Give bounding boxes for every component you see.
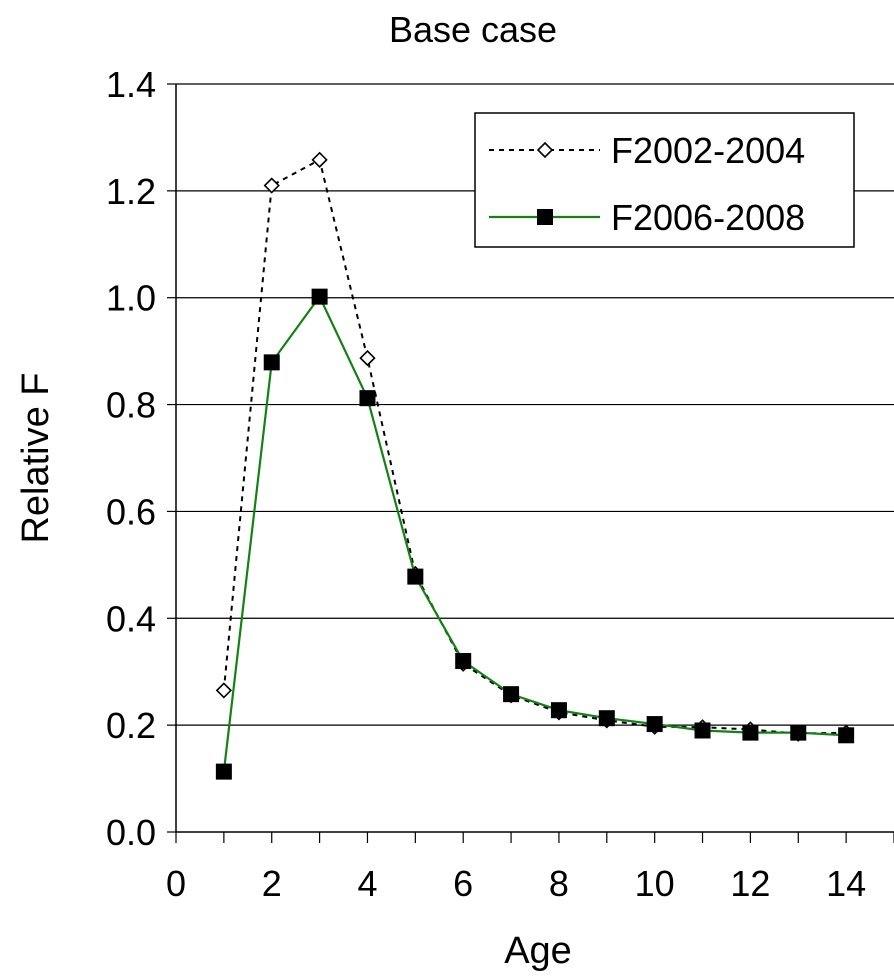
y-tick-label: 1.2 <box>106 171 156 212</box>
series-2 <box>215 288 855 780</box>
y-tick-label: 0.0 <box>106 812 156 853</box>
x-axis-label: Age <box>504 930 572 972</box>
y-tick-label: 0.6 <box>106 491 156 532</box>
y-tick-label: 0.8 <box>106 385 156 426</box>
x-tick-label: 14 <box>826 863 866 904</box>
legend-marker <box>537 209 553 225</box>
legend-label: F2002-2004 <box>611 130 805 171</box>
legend: F2002-2004 F2006-2008 <box>474 112 855 248</box>
legend-marker <box>536 141 554 159</box>
axes <box>167 83 894 843</box>
data-point <box>215 682 232 699</box>
data-point <box>263 354 280 371</box>
data-point <box>359 390 376 407</box>
data-point <box>598 710 615 727</box>
data-point <box>646 716 663 733</box>
y-tick-label: 1.0 <box>106 278 156 319</box>
y-tick-labels: 0.0 0.2 0.4 0.6 0.8 1.0 1.2 1.4 <box>106 64 156 853</box>
x-tick-label: 12 <box>730 863 770 904</box>
x-tick-label: 2 <box>262 863 282 904</box>
data-point <box>503 686 520 703</box>
y-tick-label: 1.4 <box>106 64 156 105</box>
legend-item: F2002-2004 <box>489 130 805 171</box>
series-layer <box>215 151 855 780</box>
data-point <box>407 568 424 585</box>
x-tick-label: 4 <box>357 863 377 904</box>
data-point <box>311 151 328 168</box>
data-point <box>455 653 472 670</box>
data-point <box>550 702 567 719</box>
legend-item: F2006-2008 <box>489 197 805 238</box>
data-point <box>311 288 328 305</box>
data-point <box>742 724 759 741</box>
y-tick-label: 0.4 <box>106 598 156 639</box>
y-tick-label: 0.2 <box>106 705 156 746</box>
x-tick-labels: 0 2 4 6 8 10 12 14 <box>166 863 866 904</box>
data-point <box>215 763 232 780</box>
chart-title: Base case <box>389 9 557 50</box>
series-line <box>222 294 847 772</box>
x-tick-label: 8 <box>549 863 569 904</box>
y-axis-label: Relative F <box>15 372 57 543</box>
data-point <box>263 177 280 194</box>
data-point <box>790 724 807 741</box>
x-tick-label: 6 <box>453 863 473 904</box>
data-point <box>838 727 855 744</box>
legend-label: F2006-2008 <box>611 197 805 238</box>
data-point <box>359 349 376 367</box>
x-tick-label: 0 <box>166 863 186 904</box>
data-point <box>694 722 711 739</box>
x-tick-label: 10 <box>635 863 675 904</box>
